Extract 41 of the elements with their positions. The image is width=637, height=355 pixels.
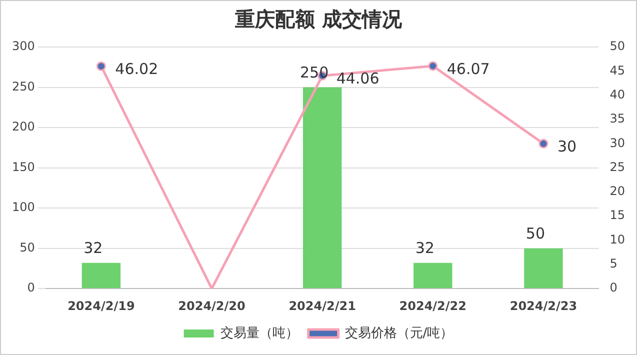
y2-tick-label: 10 — [610, 232, 626, 246]
y-tick-label: 0 — [27, 280, 35, 295]
data-label: 46.07 — [446, 60, 490, 78]
x-tick-label: 2024/2/22 — [399, 298, 466, 313]
data-label: 32 — [415, 239, 434, 258]
point — [96, 61, 106, 71]
y-tick-label: 200 — [12, 120, 35, 134]
y2-tick-label: 25 — [610, 160, 626, 174]
y-tick-label: 150 — [12, 160, 35, 174]
point — [428, 61, 438, 71]
x-tick-label: 2024/2/19 — [68, 298, 135, 313]
y2-tick-label: 30 — [610, 136, 626, 150]
y2-tick-label: 45 — [610, 63, 626, 78]
x-tick-label: 2024/2/23 — [510, 298, 578, 313]
data-label: 32 — [84, 239, 103, 258]
point — [538, 138, 548, 148]
y2-tick-label: 5 — [610, 256, 618, 271]
y-tick-label: 50 — [20, 240, 35, 254]
data-label: 250 — [300, 64, 329, 82]
data-label: 30 — [557, 138, 577, 156]
bar — [302, 87, 342, 288]
y2-tick-label: 20 — [610, 184, 626, 198]
bar — [524, 248, 563, 288]
y2-tick-label: 15 — [610, 208, 626, 222]
data-label: 46.02 — [115, 60, 158, 78]
y2-tick-label: 0 — [610, 280, 618, 295]
data-label: 44.06 — [336, 70, 380, 88]
bar — [82, 262, 121, 288]
y-tick-label: 300 — [12, 39, 35, 54]
y-tick-label: 250 — [12, 79, 35, 94]
chart-title: 重庆配额 成交情况 — [234, 7, 403, 32]
y2-tick-label: 40 — [610, 87, 626, 102]
legend-label: 交易量（吨） — [220, 324, 298, 341]
x-tick-label: 2024/2/20 — [178, 298, 246, 313]
bar — [414, 262, 452, 288]
y-tick-label: 100 — [12, 200, 35, 214]
x-tick-label: 2024/2/21 — [288, 298, 356, 313]
legend-label: 交易价格（元/吨） — [344, 324, 454, 341]
y2-tick-label: 50 — [610, 39, 626, 54]
data-label: 50 — [526, 224, 545, 243]
y2-tick-label: 35 — [610, 112, 626, 126]
